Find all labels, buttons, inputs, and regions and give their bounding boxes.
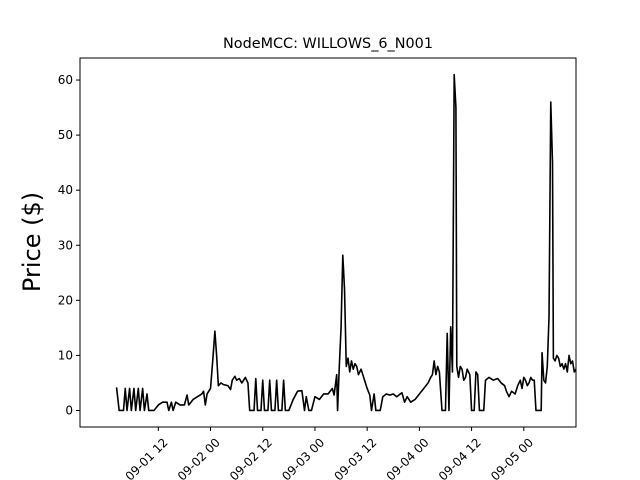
y-tick-label: 10 [58,348,73,362]
chart-title: NodeMCC: WILLOWS_6_N001 [223,36,433,52]
y-tick-label: 30 [58,238,73,252]
y-tick-label: 50 [58,128,73,142]
y-tick-label: 40 [58,183,73,197]
y-tick-label: 60 [58,73,73,87]
plot-area [115,73,576,412]
plot-frame [79,57,577,428]
y-tick-label: 20 [58,293,73,307]
series-line [115,73,576,412]
y-tick-label: 0 [65,403,73,417]
y-axis-label: Price ($) [18,192,46,292]
